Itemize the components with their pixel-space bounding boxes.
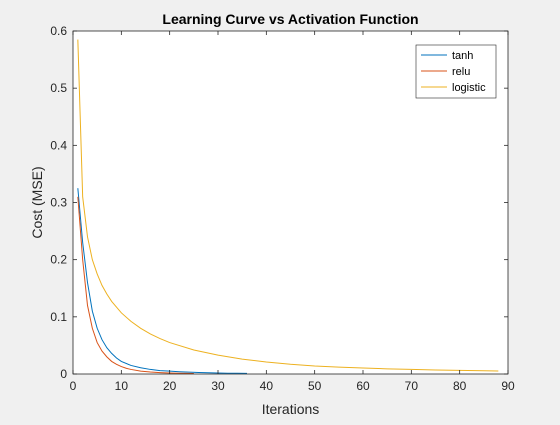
x-tick-label: 0 [70,379,77,393]
x-tick-label: 50 [308,379,322,393]
y-axis-label: Cost (MSE) [29,166,45,238]
y-tick-label: 0.3 [50,196,67,210]
x-tick-label: 10 [115,379,129,393]
legend: tanh relu logistic [415,44,497,99]
chart-title: Learning Curve vs Activation Function [162,11,418,27]
y-tick-label: 0 [60,367,67,381]
ticks-layer: 0 10 20 30 40 50 60 70 80 90 0 0.1 0.2 0.3 0.4 0.5 0.6 [50,24,515,393]
x-tick-label: 20 [163,379,177,393]
series-line-tanh [77,188,248,374]
x-tick-label: 30 [211,379,225,393]
x-tick-label: 80 [453,379,467,393]
x-tick-label: 60 [356,379,370,393]
legend-label-logistic: logistic [452,82,486,94]
legend-box [415,44,497,99]
y-tick-label: 0.6 [50,24,67,38]
y-tick-label: 0.2 [50,253,67,267]
series-line-logistic [77,39,499,372]
x-tick-label: 90 [501,379,515,393]
legend-label-relu: relu [452,66,470,78]
x-tick-label: 40 [260,379,274,393]
x-axis-label: Iterations [262,401,320,417]
y-tick-label: 0.5 [50,81,67,95]
y-tick-label: 0.4 [50,138,67,152]
legend-label-tanh: tanh [452,50,473,62]
x-tick-label: 70 [405,379,419,393]
y-tick-label: 0.1 [50,310,67,324]
